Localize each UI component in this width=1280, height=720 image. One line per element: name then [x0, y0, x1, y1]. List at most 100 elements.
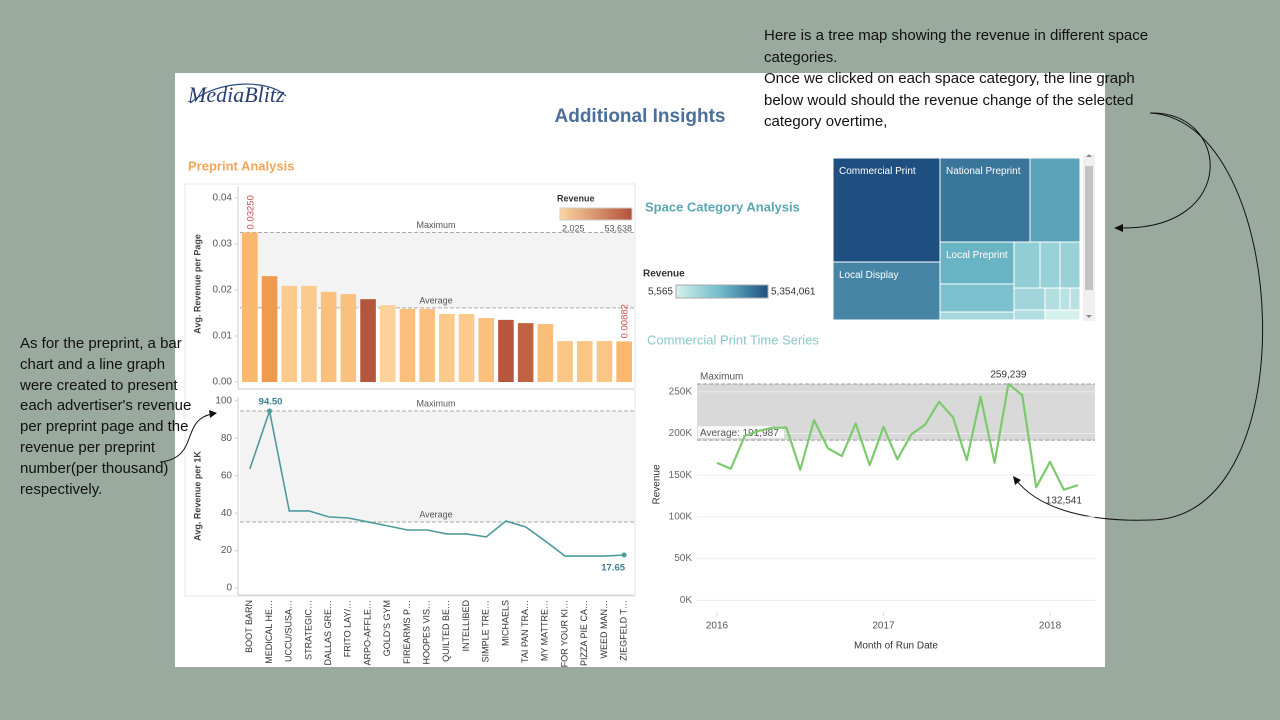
treemap-cell[interactable] [1044, 287, 1061, 311]
treemap-cell[interactable] [939, 311, 1015, 321]
bar[interactable] [596, 341, 613, 382]
x-tick-label: 2018 [1039, 621, 1062, 632]
x-tick-label: FRITO LAY/… [343, 600, 353, 657]
x-tick-label: MICHAELS [500, 600, 510, 646]
arrow-head [1013, 476, 1021, 485]
x-tick-label: INTELLIBED [461, 600, 471, 652]
point[interactable] [621, 552, 627, 558]
bar[interactable] [557, 341, 573, 382]
reference-label: Average [419, 509, 452, 519]
y-axis-label: Revenue [652, 464, 663, 504]
bar[interactable] [517, 323, 534, 382]
bar[interactable] [399, 308, 416, 382]
legend-label: 2,025 [562, 223, 585, 233]
bar[interactable] [498, 319, 514, 382]
y-tick-label: 0.02 [213, 285, 233, 296]
treemap-cell[interactable] [1039, 241, 1061, 289]
legend-label: 53,638 [604, 223, 632, 233]
y-tick-label: 20 [221, 545, 233, 556]
section-title: Space Category Analysis [645, 199, 800, 214]
treemap-cell[interactable] [832, 157, 941, 263]
section-title: Preprint Analysis [188, 158, 294, 173]
legend-label: 5,565 [648, 287, 673, 298]
treemap-label-box: Local Display [839, 270, 898, 281]
treemap-cell[interactable] [1029, 157, 1081, 243]
x-tick-label: DALLAS GRE… [323, 600, 333, 666]
point[interactable] [267, 408, 273, 414]
bar[interactable] [281, 285, 298, 382]
data-label: 17.65 [601, 563, 625, 574]
treemap-label-box: National Preprint [946, 166, 1021, 177]
annotation-text: As for the preprint, a bar chart and a l… [20, 335, 192, 498]
bar[interactable] [537, 324, 554, 382]
x-tick-label: 2016 [706, 621, 729, 632]
bar[interactable] [301, 285, 317, 382]
treemap-cell[interactable] [1013, 309, 1046, 321]
treemap-cell[interactable] [1059, 287, 1071, 311]
arrow [1119, 112, 1211, 229]
y-tick-label: 100 [215, 395, 232, 406]
treemap-cell[interactable] [939, 157, 1031, 243]
y-tick-label: 200K [669, 428, 693, 439]
x-tick-label: TAI PAN TRA… [520, 600, 530, 663]
treemap-cell[interactable] [1013, 287, 1046, 311]
arrow [1015, 112, 1264, 521]
dashboard-title: Additional Insights [555, 106, 726, 127]
treemap-label: Local Preprint [946, 250, 1008, 261]
treemap-label: National Preprint [946, 166, 1021, 177]
treemap-cell[interactable] [1059, 241, 1081, 289]
annotation: As for the preprint, a bar chart and a l… [20, 334, 200, 500]
data-label: 94.50 [259, 397, 283, 408]
x-tick-label: 2017 [872, 621, 895, 632]
chart-frame [184, 183, 636, 597]
scrollbar-thumb[interactable] [1085, 166, 1093, 290]
treemap-cell[interactable] [832, 261, 941, 321]
bar[interactable] [320, 291, 337, 382]
treemap-cell[interactable] [1069, 287, 1081, 311]
arrow-head [1114, 224, 1123, 232]
data-label: 132,541 [1046, 495, 1083, 506]
bar[interactable] [458, 313, 475, 382]
x-tick-label: ARPO-AFFLE… [362, 600, 372, 666]
treemap-label-box: Commercial Print [839, 166, 916, 177]
x-tick-label: WEED MAN… [599, 600, 609, 659]
y-tick-label: 250K [669, 386, 693, 397]
y-tick-label: 0.03 [213, 239, 233, 250]
y-tick-label: 0.01 [213, 331, 233, 342]
bar[interactable] [478, 318, 495, 382]
x-tick-label: MEDICAL HE… [264, 600, 274, 664]
x-tick-label: STRATEGIC… [303, 600, 313, 660]
section-title: Commercial Print Time Series [647, 332, 819, 347]
x-tick-label: FOR YOUR KI… [559, 600, 569, 667]
reference-label: Maximum [416, 398, 455, 408]
treemap-cell[interactable] [939, 283, 1015, 313]
annotation-text: Once we clicked on each space category, … [764, 70, 1135, 130]
treemap-cell[interactable] [939, 241, 1015, 285]
y-tick-label: 0.04 [213, 193, 233, 204]
bar[interactable] [242, 232, 258, 382]
x-tick-label: UCCU/SUSA… [284, 600, 294, 662]
x-tick-label: MY MATTRE… [540, 600, 550, 661]
data-label: 0.03250 [245, 195, 256, 229]
bar[interactable] [379, 305, 396, 382]
bar[interactable] [340, 294, 357, 382]
bar[interactable] [616, 341, 632, 382]
reference-label: Maximum [700, 372, 743, 383]
bar[interactable] [419, 308, 435, 382]
treemap-cell[interactable] [1044, 309, 1081, 321]
treemap-cell[interactable] [1013, 241, 1041, 289]
logo: MediaBlitz [187, 82, 285, 107]
bar[interactable] [439, 313, 455, 382]
data-label: 259,239 [990, 370, 1027, 381]
y-axis-label: Avg. Revenue per 1K [192, 451, 202, 541]
arrow-head [209, 410, 217, 418]
y-tick-label: 0K [680, 595, 693, 606]
bar[interactable] [576, 341, 593, 382]
bar[interactable] [261, 276, 278, 382]
x-tick-label: ZIEGFELD T… [619, 600, 629, 661]
y-tick-label: 40 [221, 508, 233, 519]
bar[interactable] [360, 299, 376, 382]
y-tick-label: 0 [226, 583, 232, 594]
